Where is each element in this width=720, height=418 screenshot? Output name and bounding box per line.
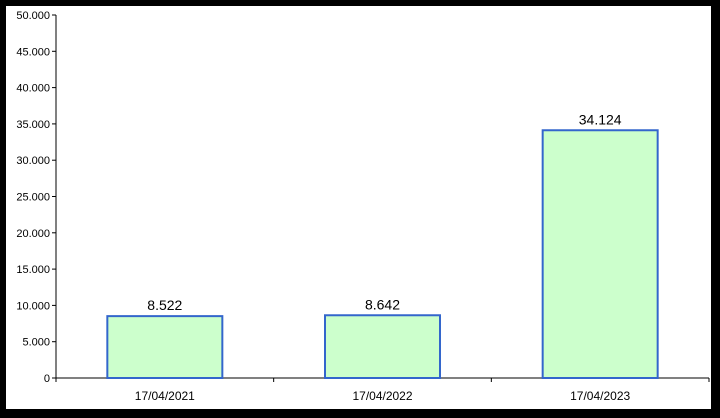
bar-2 xyxy=(324,314,441,380)
y-tick-label: 30.000 xyxy=(16,155,50,167)
y-tick-label: 40.000 xyxy=(16,83,50,95)
data-labels: 8.522 8.642 34.124 xyxy=(147,111,621,313)
y-tick-label: 45.000 xyxy=(16,46,50,58)
y-tick-label: 25.000 xyxy=(16,192,50,204)
x-tick-label: 17/04/2023 xyxy=(570,389,630,403)
x-tick-label: 17/04/2021 xyxy=(135,389,195,403)
bar-3 xyxy=(541,129,659,379)
y-tick-label: 15.000 xyxy=(16,264,50,276)
y-tick-label: 5.000 xyxy=(22,337,50,349)
data-label-3: 34.124 xyxy=(579,111,622,127)
y-tick-label: 0 xyxy=(44,373,50,385)
y-tick-label: 35.000 xyxy=(16,119,50,131)
y-tick-label: 10.000 xyxy=(16,300,50,312)
y-axis: 0 5.000 10.000 15.000 20.000 25.000 30.000 35.0… xyxy=(16,10,57,385)
data-label-1: 8.522 xyxy=(147,297,182,313)
y-tick-label: 20.000 xyxy=(16,228,50,240)
bar-chart: 0 5.000 10.000 15.000 20.000 25.000 30.000 35.0… xyxy=(16,10,710,403)
y-tick-label: 50.000 xyxy=(16,10,50,22)
bars xyxy=(106,129,659,380)
chart-frame: 0 5.000 10.000 15.000 20.000 25.000 30.000 35.0… xyxy=(6,6,711,409)
x-tick-label: 17/04/2022 xyxy=(352,389,412,403)
x-axis: 17/04/2021 17/04/2022 17/04/2023 xyxy=(55,377,710,403)
data-label-2: 8.642 xyxy=(365,296,400,312)
bar-1 xyxy=(106,315,224,379)
